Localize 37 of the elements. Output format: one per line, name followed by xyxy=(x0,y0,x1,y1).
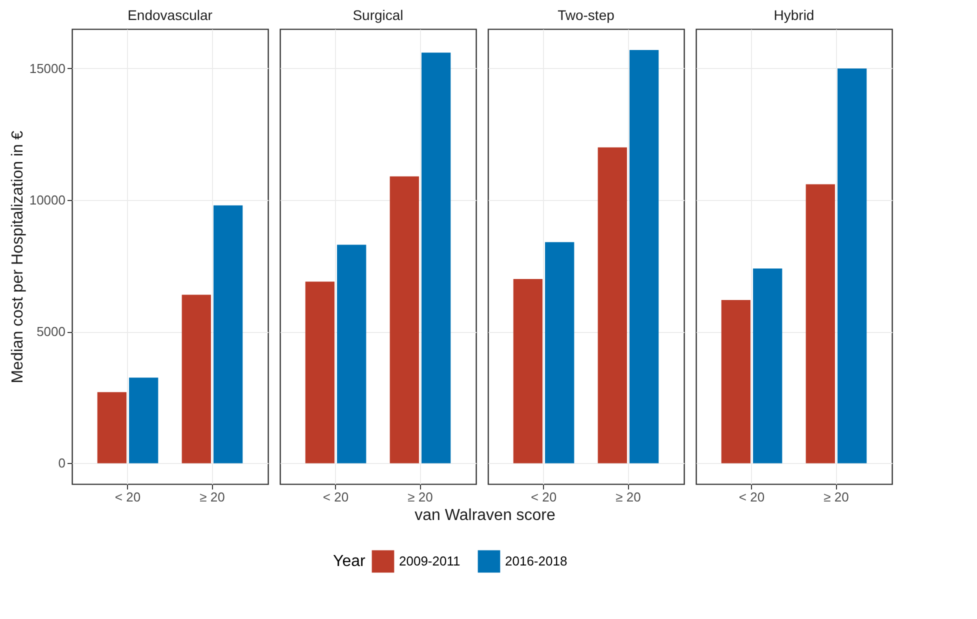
bar xyxy=(337,244,366,464)
bar xyxy=(598,147,627,464)
legend-label: 2016-2018 xyxy=(505,553,568,568)
bar xyxy=(214,205,243,464)
x-tick-label: ≥ 20 xyxy=(200,490,225,504)
bar xyxy=(182,294,211,464)
y-axis-title: Median cost per Hospitalization in € xyxy=(9,130,26,384)
bar xyxy=(838,68,867,464)
bar xyxy=(513,279,542,464)
x-tick-label: < 20 xyxy=(114,490,141,504)
x-tick-label: ≥ 20 xyxy=(616,490,641,504)
text: van Walraven score xyxy=(414,507,556,524)
y-tick-label: 5000 xyxy=(36,324,66,340)
legend-label: 2009-2011 xyxy=(399,553,460,568)
chart-title: Surgical xyxy=(352,7,404,23)
chart-title: Two-step xyxy=(558,7,615,23)
x-tick-label: < 20 xyxy=(738,490,765,504)
bar xyxy=(721,300,750,464)
y-tick-label: 10000 xyxy=(29,192,66,208)
legend-title: Year xyxy=(333,553,366,570)
x-tick-label: ≥ 20 xyxy=(408,490,433,504)
chart-title: Hybrid xyxy=(774,7,814,23)
bar xyxy=(305,282,334,464)
x-tick-label: < 20 xyxy=(530,490,557,504)
bar xyxy=(545,242,574,464)
bar xyxy=(753,268,782,464)
y-tick-label: 15000 xyxy=(29,60,66,76)
x-tick-label: ≥ 20 xyxy=(824,490,849,504)
chart-title: Endovascular xyxy=(128,7,213,23)
bar xyxy=(390,176,419,464)
bar xyxy=(129,378,158,464)
y-tick-label: 0 xyxy=(58,456,66,471)
bar xyxy=(630,50,659,464)
x-tick-label: < 20 xyxy=(322,490,349,504)
bar xyxy=(97,392,126,464)
bar xyxy=(422,52,451,464)
bar xyxy=(806,184,835,464)
